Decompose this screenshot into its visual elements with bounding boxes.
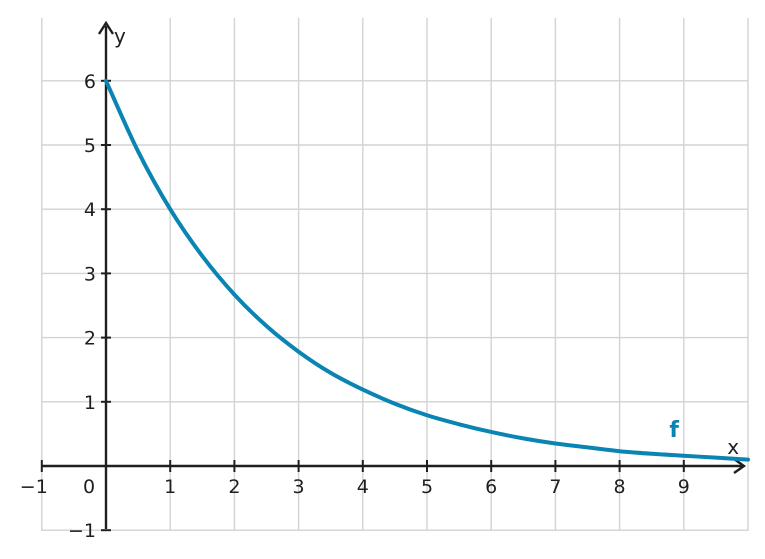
x-tick-label: 4 xyxy=(357,476,369,498)
x-tick-label: 9 xyxy=(678,476,690,498)
x-tick-label: 7 xyxy=(549,476,561,498)
x-tick-label: 6 xyxy=(485,476,497,498)
axes xyxy=(42,20,747,529)
x-tick-label: 8 xyxy=(614,476,626,498)
y-tick-label: 6 xyxy=(84,71,96,93)
x-tick-label: 2 xyxy=(228,476,240,498)
ticks xyxy=(40,79,685,532)
y-tick-label: 5 xyxy=(84,135,96,157)
y-axis-label: y xyxy=(114,24,126,48)
y-tick-label: 4 xyxy=(84,199,96,221)
x-axis-arrow-icon xyxy=(733,458,747,474)
x-tick-label: 5 xyxy=(421,476,433,498)
x-tick-label: 1 xyxy=(164,476,176,498)
x-tick-label: 3 xyxy=(293,476,305,498)
y-axis-arrow-icon xyxy=(97,20,115,35)
y-tick-label: 3 xyxy=(84,263,96,285)
labels: −1 0 1 2 3 4 5 6 7 8 9 −1 1 2 3 4 5 6 x y f xyxy=(20,24,740,542)
curves xyxy=(104,78,750,462)
x-tick-label: 0 xyxy=(83,476,95,498)
y-tick-label: −1 xyxy=(68,520,96,542)
y-tick-label: 2 xyxy=(84,328,96,350)
series-label-f: f xyxy=(669,418,679,443)
y-tick-label: 1 xyxy=(84,392,96,414)
series-line-f xyxy=(104,78,750,462)
x-tick-label: −1 xyxy=(20,476,48,498)
x-axis-label: x xyxy=(727,435,739,459)
